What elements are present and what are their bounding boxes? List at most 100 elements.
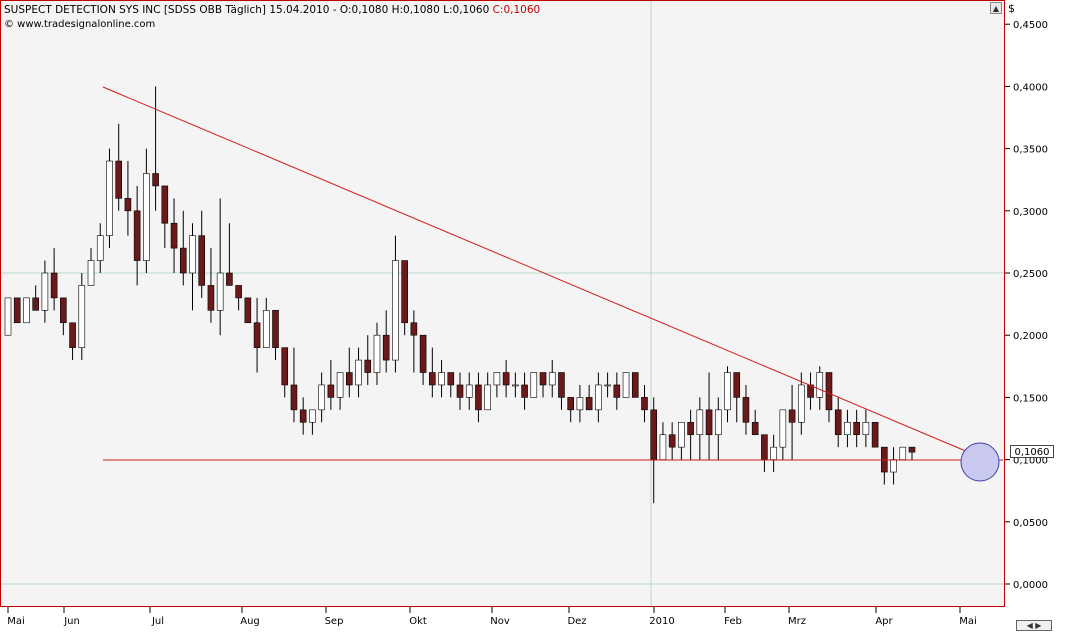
y-tick-label: 0,1500 — [1013, 393, 1048, 404]
candle-body — [299, 409, 307, 423]
candle-body — [78, 285, 86, 348]
candle-body — [410, 322, 418, 336]
candle-body — [309, 409, 316, 423]
candle-body — [899, 446, 907, 460]
candle-body — [23, 297, 30, 324]
chart-header: SUSPECT DETECTION SYS INC [SDSS OBB Tägl… — [4, 4, 540, 16]
candle-body — [530, 372, 538, 398]
trendline-resistance — [102, 86, 988, 461]
grid-lines — [1, 1, 1004, 606]
candle-body — [604, 384, 611, 387]
candle-body — [834, 409, 842, 436]
candle-body — [235, 285, 242, 299]
candle-body — [650, 409, 658, 460]
candle-body — [825, 372, 833, 411]
candle-body — [124, 198, 132, 212]
plot-area-background — [0, 0, 1005, 607]
candle-body — [189, 235, 196, 274]
candle-body — [262, 310, 270, 348]
candle-body — [373, 334, 381, 373]
candle-body — [50, 272, 58, 299]
candle-body — [152, 173, 159, 187]
candle-body — [281, 347, 289, 386]
candle-body — [4, 297, 12, 336]
candle-body — [844, 421, 851, 436]
currency-label: $ — [1008, 2, 1015, 15]
x-tick-label: Mai — [959, 616, 977, 627]
candle-body — [585, 397, 593, 411]
y-tick-label: 0,2000 — [1013, 331, 1048, 342]
candle-body — [198, 235, 206, 286]
x-tick-label: Sep — [325, 616, 344, 627]
y-tick-label: 0,1000 — [1013, 456, 1048, 467]
candle-body — [244, 297, 252, 324]
candle-body — [798, 384, 805, 423]
candle-body — [742, 397, 750, 423]
instrument-label: SUSPECT DETECTION SYS INC [SDSS OBB Tägl… — [4, 4, 493, 16]
candle-body — [862, 421, 870, 436]
candle-body — [32, 297, 39, 311]
candle-body — [512, 384, 519, 387]
candle-body — [429, 372, 436, 386]
candle-body — [761, 434, 768, 460]
candle-body — [908, 446, 916, 453]
candle-body — [816, 372, 824, 398]
candle-body — [226, 272, 233, 286]
candle-body — [751, 421, 759, 436]
candle-body — [133, 210, 141, 261]
candle-body — [465, 384, 473, 398]
candle-body — [521, 384, 528, 398]
candle-body — [115, 160, 122, 199]
candle-body — [788, 409, 796, 423]
candle-body — [355, 359, 362, 386]
x-tick-label: Jul — [151, 616, 164, 627]
candle-body — [41, 272, 49, 311]
candle-body — [13, 297, 21, 324]
candle-body — [622, 372, 630, 398]
candle-body — [216, 272, 224, 311]
arrow-up-icon[interactable]: ▲ — [990, 2, 1002, 14]
candle-body — [447, 372, 455, 386]
candle-body — [539, 372, 547, 386]
candles — [4, 86, 916, 504]
candle-body — [401, 260, 408, 324]
candle-body — [96, 235, 104, 261]
candle-body — [631, 372, 639, 398]
candle-body — [890, 459, 897, 473]
scroll-handle-icon[interactable]: ◀ ▶ — [1016, 620, 1052, 631]
x-tick-label: Okt — [409, 616, 427, 627]
candle-body — [558, 372, 565, 398]
candle-body — [143, 173, 150, 261]
candle-body — [290, 384, 298, 411]
source-credit: © www.tradesignalonline.com — [4, 19, 156, 30]
candle-body — [456, 384, 464, 398]
candle-body — [318, 384, 325, 411]
candle-body — [253, 322, 261, 348]
candle-body — [87, 260, 95, 286]
x-tick-label: Jun — [63, 616, 80, 627]
x-tick-label: Apr — [875, 616, 893, 627]
candle-body — [668, 434, 676, 448]
x-tick-label: Dez — [567, 616, 586, 627]
candle-body — [871, 421, 879, 448]
candle-body — [336, 372, 344, 398]
candle-body — [438, 372, 445, 386]
candle-body — [576, 397, 584, 411]
candle-body — [853, 421, 860, 436]
bottom-axis-panel — [0, 607, 1066, 635]
candle-body — [733, 372, 741, 398]
close-price-label: C:0,1060 — [492, 4, 541, 16]
last-price-tag: 0,1060 — [1010, 445, 1054, 458]
candle-body — [714, 409, 722, 436]
candle-body — [161, 185, 169, 224]
candle-body — [327, 384, 335, 398]
x-tick-label: Mrz — [788, 616, 806, 627]
candle-body — [484, 384, 491, 411]
candle-body — [69, 322, 76, 348]
candle-body — [207, 285, 215, 311]
y-tick-label: 0,2500 — [1013, 269, 1048, 280]
y-tick-label: 0,4500 — [1013, 20, 1048, 31]
y-tick-label: 0,0500 — [1013, 518, 1048, 529]
candle-body — [705, 409, 713, 436]
